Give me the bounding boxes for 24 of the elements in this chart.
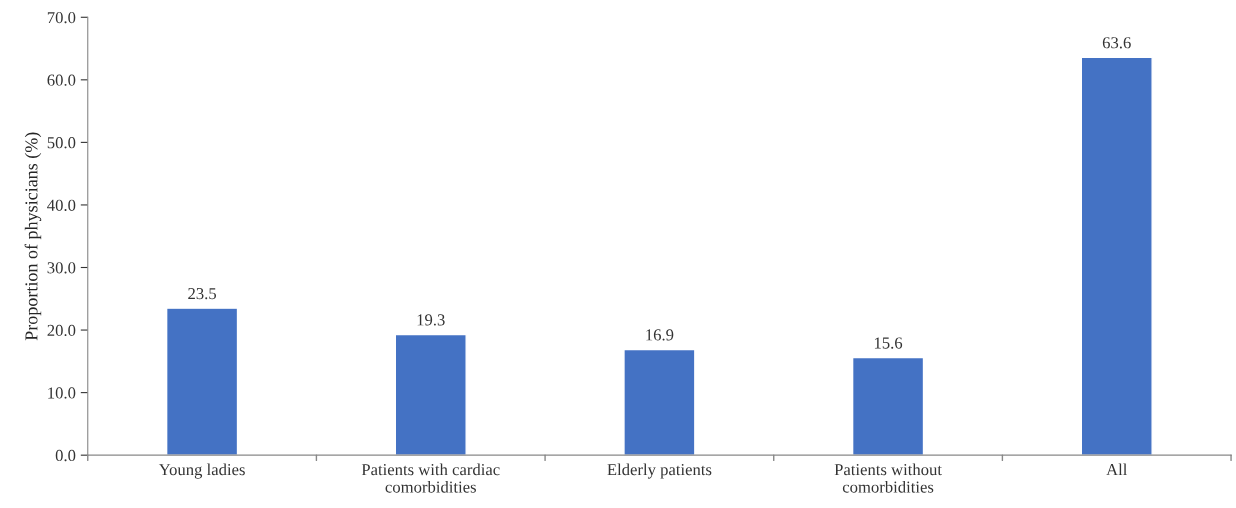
bar <box>623 348 696 456</box>
bar <box>1080 56 1153 456</box>
x-tick-label: Patients without comorbidities <box>834 463 942 493</box>
x-tick-label: Patients with cardiac comorbidities <box>361 463 500 493</box>
y-tick-label: 50.0 <box>47 137 76 149</box>
y-tick-label: 60.0 <box>47 74 76 86</box>
y-tick-label: 40.0 <box>47 199 76 211</box>
y-axis-title: Proportion of physicians (%) <box>24 132 42 341</box>
x-tick-label: Young ladies <box>158 463 245 479</box>
data-label: 63.6 <box>1102 37 1131 49</box>
y-tick-label: 0.0 <box>55 449 76 462</box>
y-tick-label: 30.0 <box>47 262 76 274</box>
y-tick-label: 70.0 <box>47 11 76 24</box>
data-label: 15.6 <box>874 337 903 349</box>
bar <box>165 307 239 456</box>
bar <box>851 356 925 456</box>
y-tick-label: 20.0 <box>47 324 76 337</box>
data-label: 19.3 <box>417 314 445 326</box>
data-label: 16.9 <box>646 329 674 341</box>
data-label: 23.5 <box>188 288 217 300</box>
y-tick-label: 10.0 <box>48 387 76 399</box>
bar <box>394 333 467 456</box>
x-tick-label: All <box>1106 463 1128 476</box>
x-tick-label: Elderly patients <box>607 463 712 479</box>
